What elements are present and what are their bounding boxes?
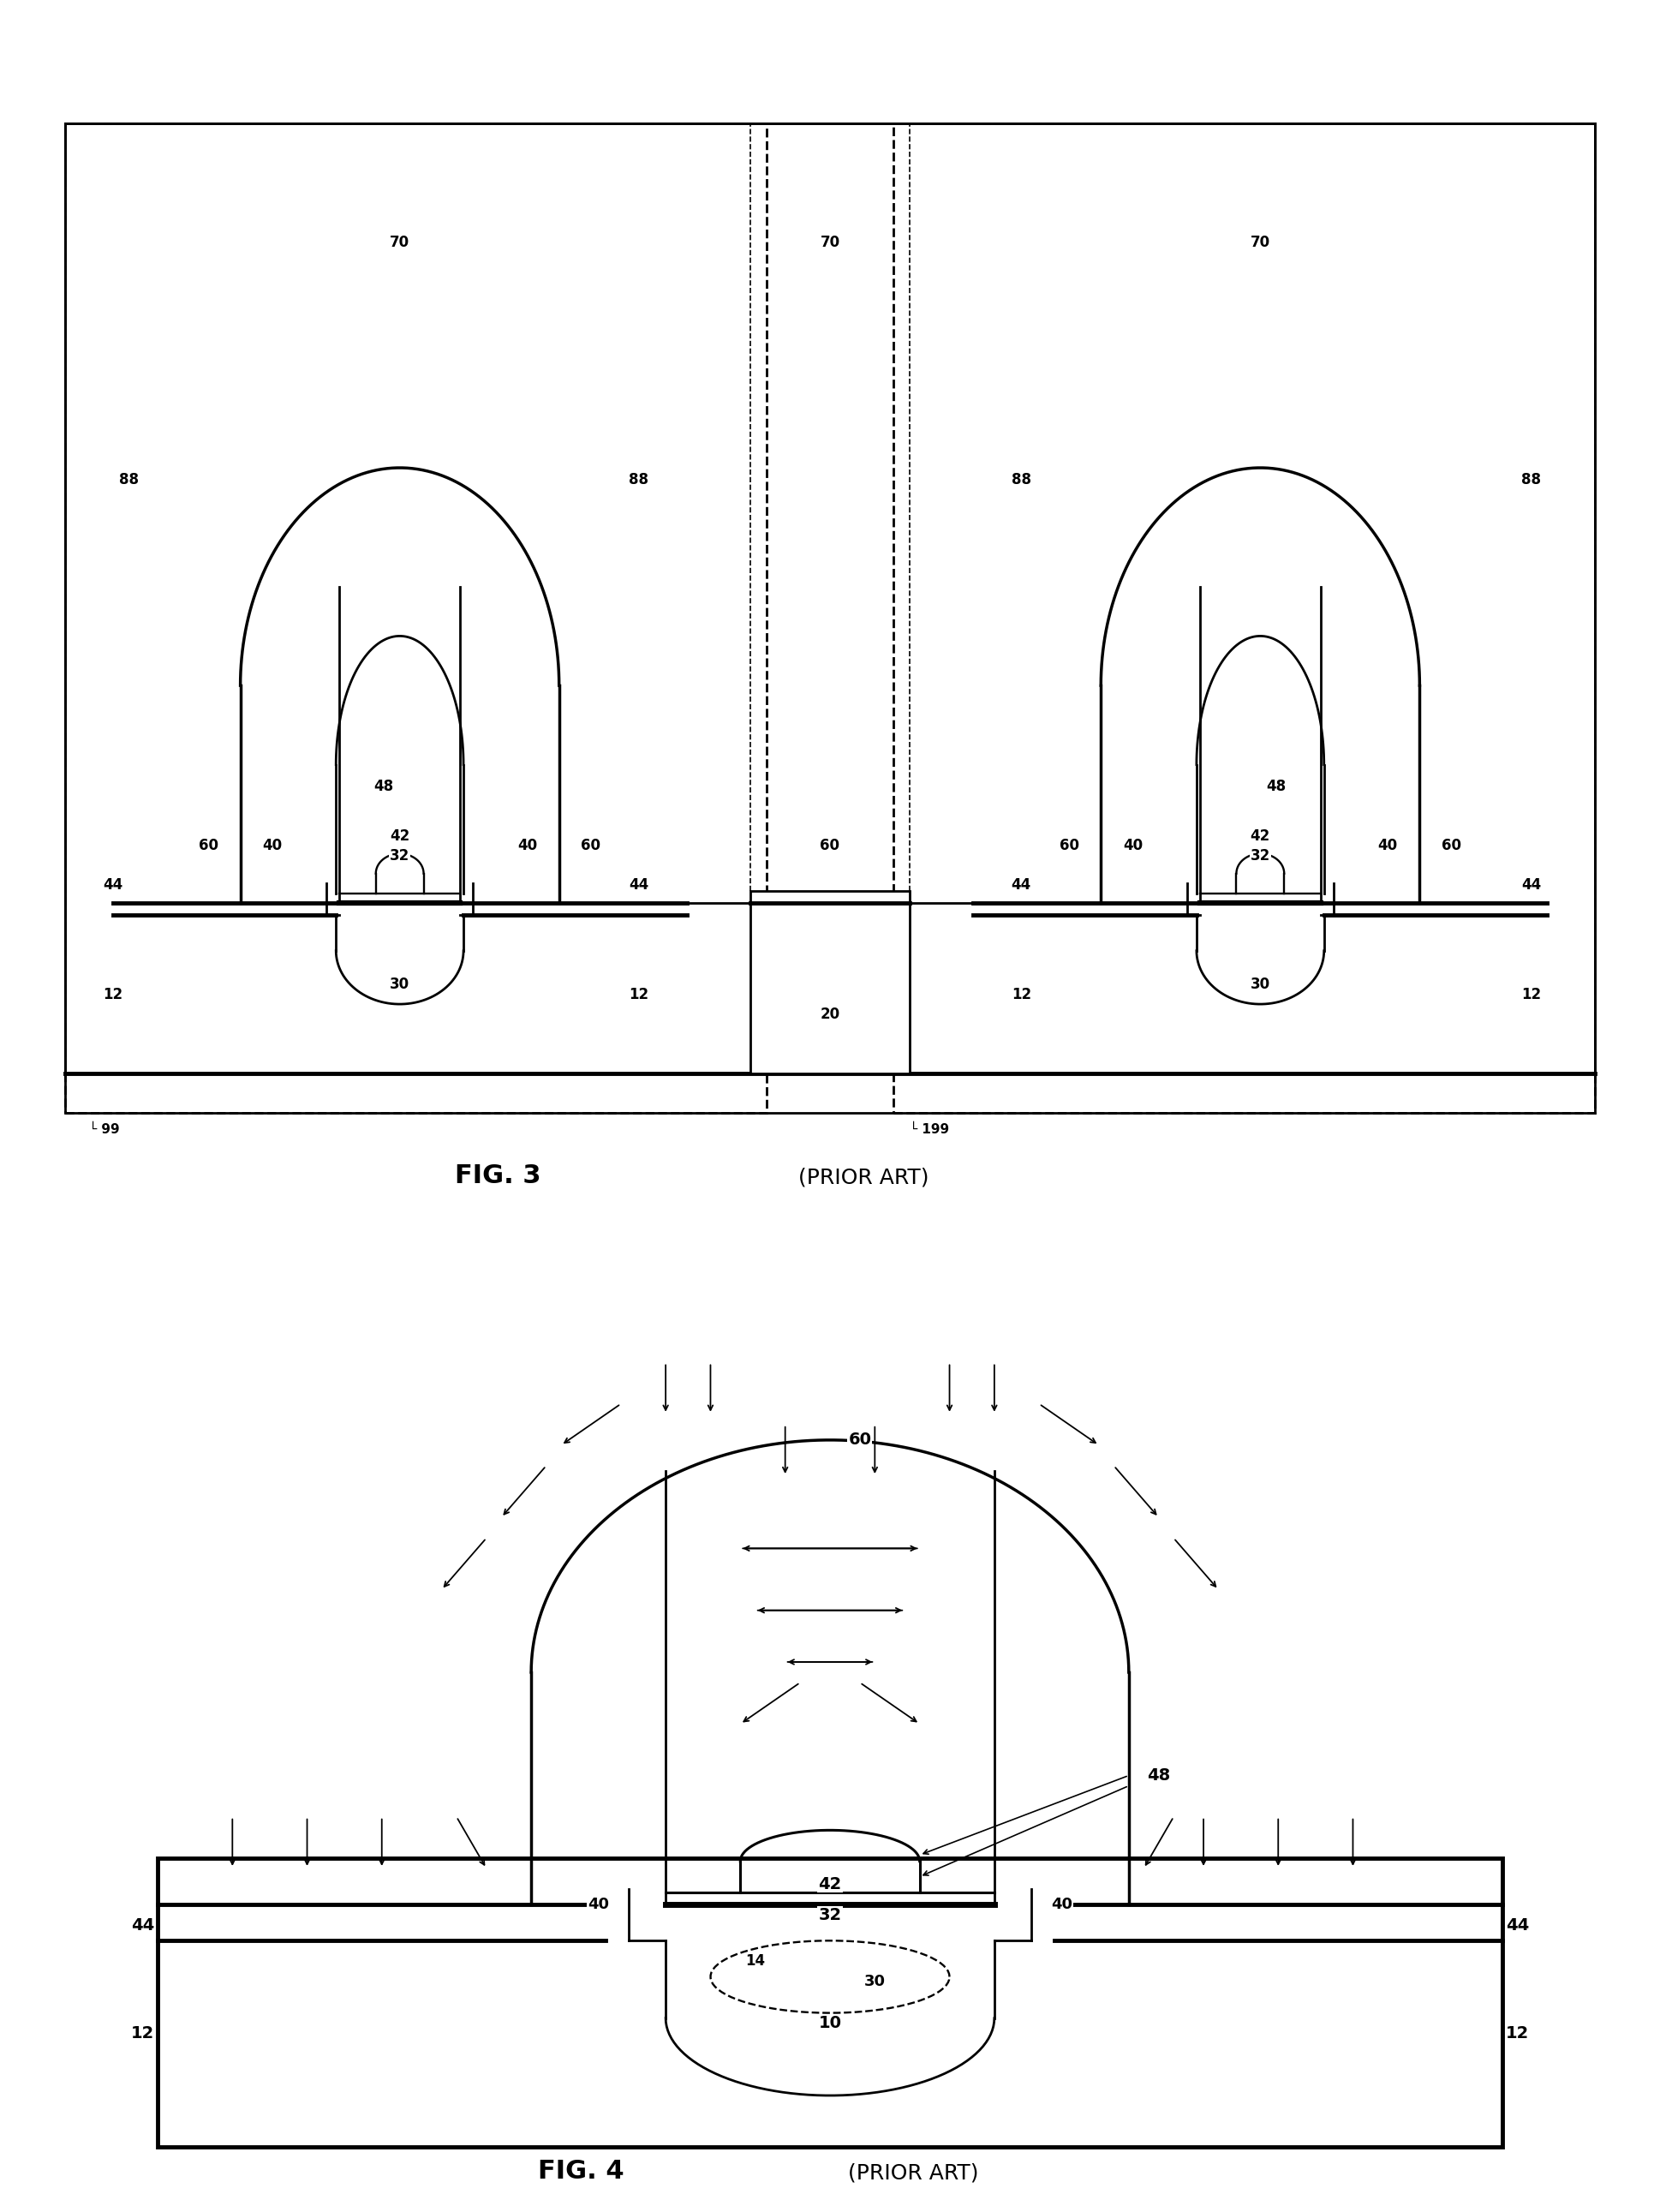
Text: FIG. 4: FIG. 4 bbox=[538, 2159, 624, 2183]
Text: 60: 60 bbox=[820, 838, 840, 854]
Text: 14: 14 bbox=[745, 1953, 765, 1969]
Text: 42: 42 bbox=[818, 1876, 842, 1891]
Text: 44: 44 bbox=[1011, 878, 1031, 894]
Text: (PRIOR ART): (PRIOR ART) bbox=[798, 1168, 928, 1188]
Text: 12: 12 bbox=[1521, 987, 1540, 1002]
Bar bbox=[750, 891, 910, 1073]
Text: 40: 40 bbox=[588, 1898, 609, 1911]
Text: 88: 88 bbox=[1011, 471, 1031, 487]
Text: └ 99: └ 99 bbox=[90, 1124, 120, 1135]
Text: 40: 40 bbox=[1378, 838, 1398, 854]
Text: 40: 40 bbox=[1051, 1898, 1072, 1911]
Text: 32: 32 bbox=[1250, 847, 1270, 863]
Text: 30: 30 bbox=[1250, 978, 1270, 991]
Text: 42: 42 bbox=[1250, 827, 1270, 843]
Text: 30: 30 bbox=[865, 1975, 885, 1989]
Text: 88: 88 bbox=[629, 471, 649, 487]
Text: 44: 44 bbox=[103, 878, 123, 894]
Text: 20: 20 bbox=[820, 1006, 840, 1022]
Text: 42: 42 bbox=[390, 827, 410, 843]
Text: 12: 12 bbox=[103, 987, 123, 1002]
Text: 12: 12 bbox=[629, 987, 649, 1002]
Text: 48: 48 bbox=[1147, 1767, 1170, 1783]
Bar bbox=[65, 124, 1595, 1113]
Text: 44: 44 bbox=[629, 878, 649, 894]
Bar bbox=[65, 124, 767, 1113]
Text: 88: 88 bbox=[120, 471, 139, 487]
Text: 12: 12 bbox=[131, 2026, 154, 2042]
Text: 70: 70 bbox=[1250, 234, 1270, 250]
Text: └ 199: └ 199 bbox=[910, 1124, 950, 1135]
Bar bbox=[158, 1858, 1502, 2148]
Text: 44: 44 bbox=[1506, 1918, 1529, 1933]
Text: 12: 12 bbox=[1506, 2026, 1529, 2042]
Text: 44: 44 bbox=[1521, 878, 1540, 894]
Text: 44: 44 bbox=[131, 1918, 154, 1933]
Text: (PRIOR ART): (PRIOR ART) bbox=[848, 2163, 978, 2183]
Text: 40: 40 bbox=[518, 838, 538, 854]
Text: 40: 40 bbox=[1122, 838, 1142, 854]
Text: FIG. 3: FIG. 3 bbox=[455, 1164, 541, 1188]
Text: 70: 70 bbox=[390, 234, 410, 250]
Text: 60: 60 bbox=[1441, 838, 1461, 854]
Text: 48: 48 bbox=[374, 779, 393, 794]
Text: 60: 60 bbox=[581, 838, 601, 854]
Text: 88: 88 bbox=[1521, 471, 1540, 487]
Text: 32: 32 bbox=[818, 1907, 842, 1922]
Text: 70: 70 bbox=[820, 234, 840, 250]
Text: 12: 12 bbox=[1011, 987, 1031, 1002]
Text: 48: 48 bbox=[1267, 779, 1286, 794]
Text: 40: 40 bbox=[262, 838, 282, 854]
Text: 32: 32 bbox=[390, 847, 410, 863]
Text: 60: 60 bbox=[848, 1431, 872, 1449]
Text: 10: 10 bbox=[818, 2015, 842, 2031]
Text: 60: 60 bbox=[199, 838, 219, 854]
Bar bbox=[893, 124, 1595, 1113]
Text: 60: 60 bbox=[1059, 838, 1079, 854]
Text: 30: 30 bbox=[390, 978, 410, 991]
